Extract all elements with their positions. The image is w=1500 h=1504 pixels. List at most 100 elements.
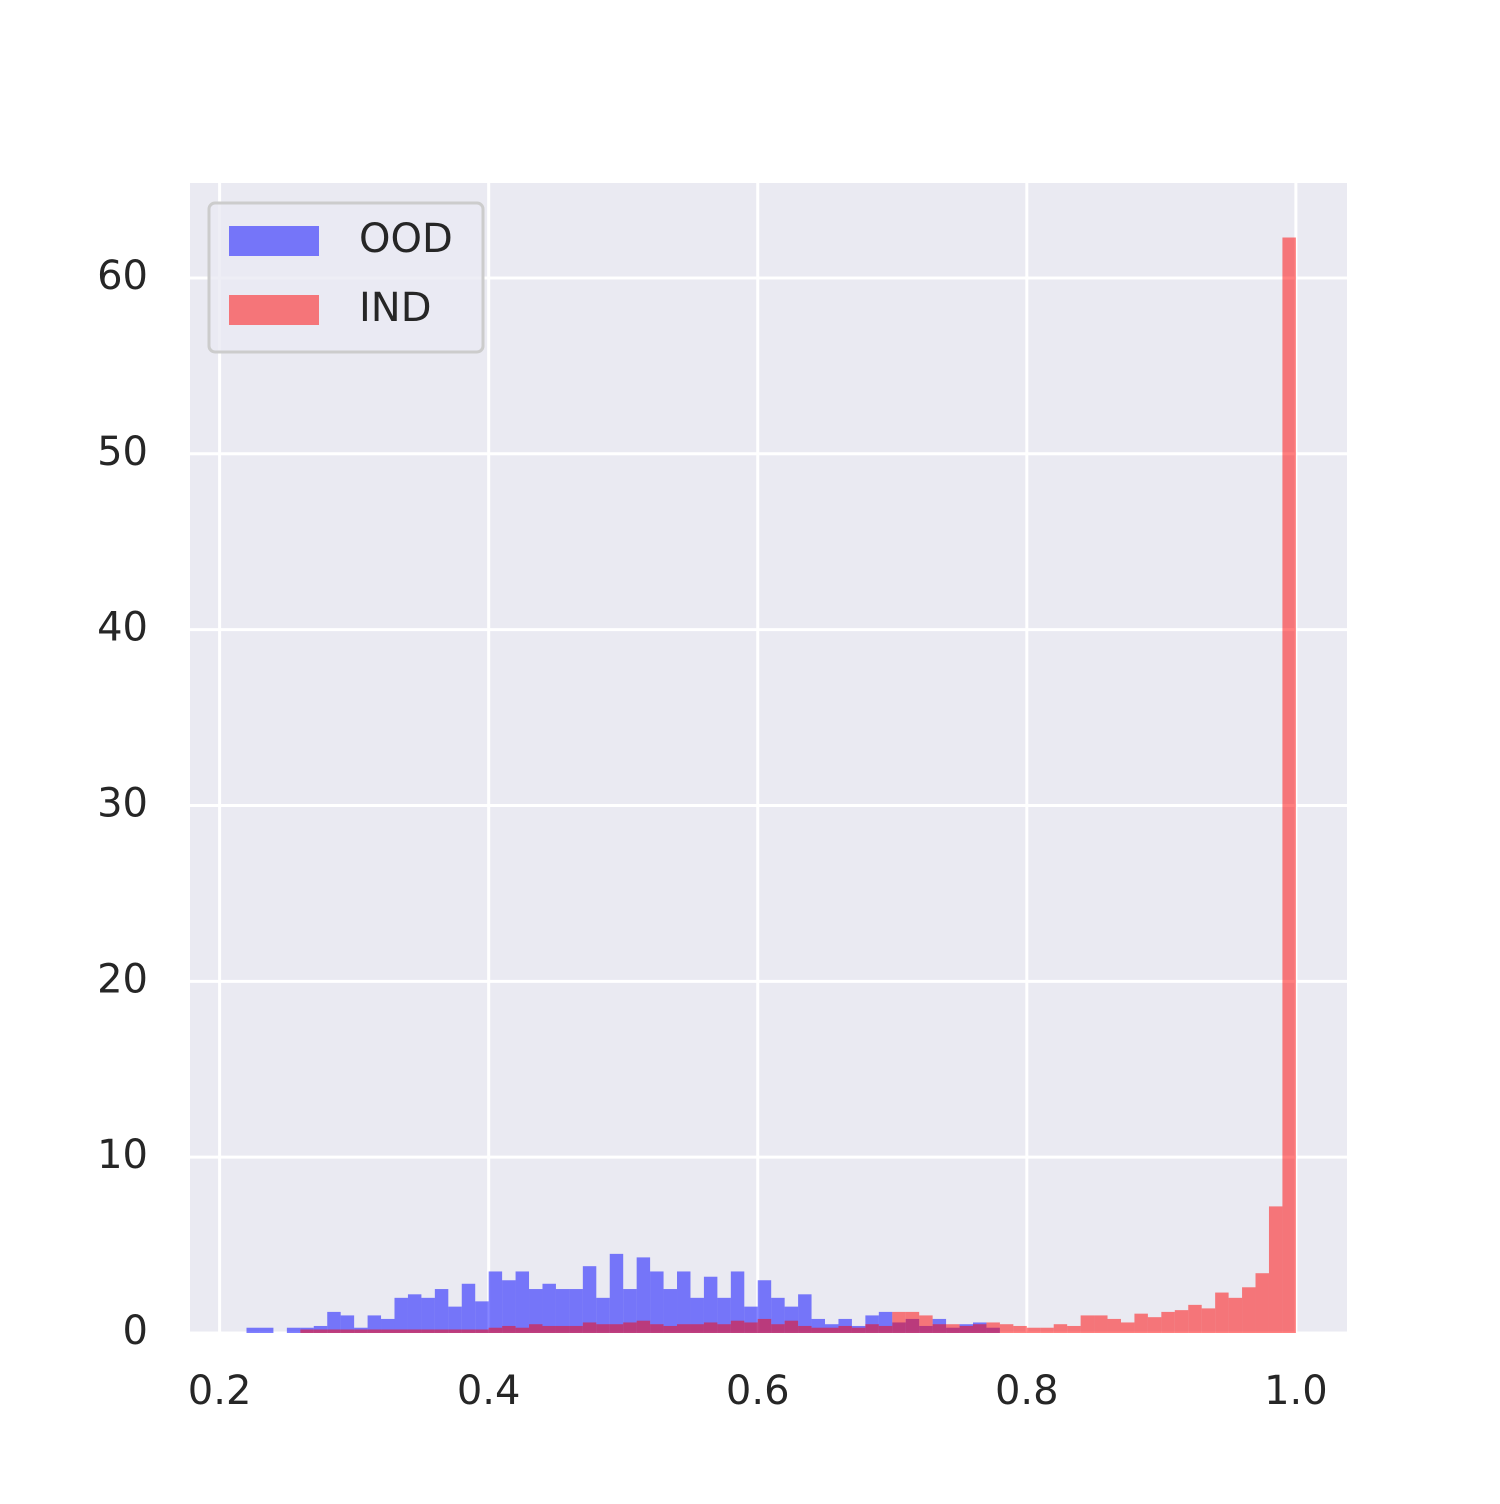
bar bbox=[623, 1289, 637, 1333]
bar bbox=[555, 1325, 570, 1333]
y-tick-label: 50 bbox=[97, 429, 148, 475]
bar bbox=[1147, 1317, 1162, 1333]
bar bbox=[838, 1325, 852, 1333]
bar bbox=[1268, 1206, 1283, 1333]
bar bbox=[354, 1329, 368, 1333]
bar bbox=[609, 1253, 624, 1333]
bar bbox=[1255, 1273, 1269, 1333]
legend-label: OOD bbox=[359, 216, 453, 262]
bar bbox=[825, 1327, 839, 1333]
bar bbox=[1134, 1313, 1148, 1333]
bar bbox=[972, 1324, 987, 1333]
bar bbox=[1053, 1324, 1068, 1333]
bar bbox=[394, 1329, 408, 1333]
bar bbox=[555, 1289, 570, 1333]
bar bbox=[730, 1271, 745, 1333]
bar bbox=[959, 1325, 973, 1333]
bar bbox=[421, 1329, 435, 1333]
bar bbox=[569, 1289, 583, 1333]
bar bbox=[1080, 1315, 1095, 1333]
legend-swatch bbox=[229, 295, 319, 325]
bar bbox=[784, 1320, 799, 1333]
bar bbox=[502, 1280, 516, 1333]
bar bbox=[582, 1322, 597, 1333]
bar bbox=[407, 1294, 422, 1333]
bar bbox=[1188, 1304, 1202, 1333]
bar bbox=[515, 1271, 530, 1333]
bar bbox=[905, 1311, 920, 1333]
bar bbox=[434, 1289, 449, 1333]
bar bbox=[488, 1271, 503, 1333]
bar bbox=[1120, 1322, 1135, 1333]
bar bbox=[690, 1324, 704, 1333]
bar bbox=[703, 1276, 718, 1333]
bar bbox=[448, 1306, 462, 1333]
plot-area bbox=[190, 183, 1347, 1333]
bar bbox=[1174, 1310, 1189, 1333]
bar bbox=[1282, 237, 1296, 1333]
x-tick-label: 0.2 bbox=[188, 1368, 252, 1414]
bar bbox=[461, 1283, 476, 1333]
bar bbox=[730, 1320, 745, 1333]
y-tick-label: 0 bbox=[123, 1308, 148, 1354]
bar bbox=[488, 1327, 503, 1333]
bar bbox=[569, 1325, 583, 1333]
bar bbox=[407, 1329, 422, 1333]
bar bbox=[340, 1315, 355, 1333]
y-tick-label: 20 bbox=[97, 956, 148, 1002]
bar bbox=[946, 1324, 960, 1333]
bar bbox=[340, 1329, 355, 1333]
y-tick-label: 40 bbox=[97, 605, 148, 651]
bar bbox=[919, 1315, 933, 1333]
bar bbox=[300, 1329, 314, 1333]
bar bbox=[515, 1327, 530, 1333]
bar bbox=[757, 1318, 772, 1333]
x-tick-label: 0.4 bbox=[457, 1368, 521, 1414]
bar bbox=[286, 1327, 301, 1333]
bar bbox=[246, 1327, 260, 1333]
bar bbox=[327, 1311, 341, 1333]
bar bbox=[1013, 1325, 1027, 1333]
bar bbox=[811, 1327, 826, 1333]
bar bbox=[259, 1327, 274, 1333]
bar bbox=[448, 1329, 462, 1333]
bar bbox=[1067, 1325, 1081, 1333]
bar bbox=[892, 1311, 906, 1333]
bar bbox=[381, 1329, 395, 1333]
bar bbox=[1161, 1311, 1175, 1333]
bar bbox=[367, 1315, 382, 1333]
bar bbox=[771, 1324, 785, 1333]
legend-label: IND bbox=[359, 285, 432, 331]
bar bbox=[1215, 1292, 1229, 1333]
bar bbox=[1094, 1315, 1108, 1333]
bar bbox=[1107, 1318, 1121, 1333]
bar bbox=[650, 1324, 664, 1333]
bar bbox=[677, 1324, 691, 1333]
bar bbox=[1040, 1327, 1054, 1333]
x-tick-label: 0.6 bbox=[726, 1368, 790, 1414]
bar bbox=[327, 1329, 341, 1333]
bar bbox=[1242, 1287, 1256, 1333]
bar bbox=[434, 1329, 449, 1333]
bar bbox=[798, 1325, 812, 1333]
bar bbox=[475, 1329, 489, 1333]
bar bbox=[878, 1325, 893, 1333]
bar bbox=[529, 1289, 543, 1333]
bar bbox=[663, 1289, 678, 1333]
bar bbox=[542, 1325, 556, 1333]
bar bbox=[502, 1325, 516, 1333]
bar bbox=[636, 1257, 651, 1333]
bar bbox=[475, 1301, 489, 1333]
bar bbox=[542, 1283, 556, 1333]
bar bbox=[596, 1324, 610, 1333]
y-tick-label: 60 bbox=[97, 253, 148, 299]
bar bbox=[703, 1322, 718, 1333]
bar bbox=[582, 1266, 597, 1333]
bar bbox=[636, 1320, 651, 1333]
bar bbox=[313, 1329, 328, 1333]
bar bbox=[421, 1297, 435, 1333]
bar bbox=[663, 1325, 678, 1333]
bar bbox=[1201, 1308, 1216, 1333]
bar bbox=[744, 1322, 758, 1333]
